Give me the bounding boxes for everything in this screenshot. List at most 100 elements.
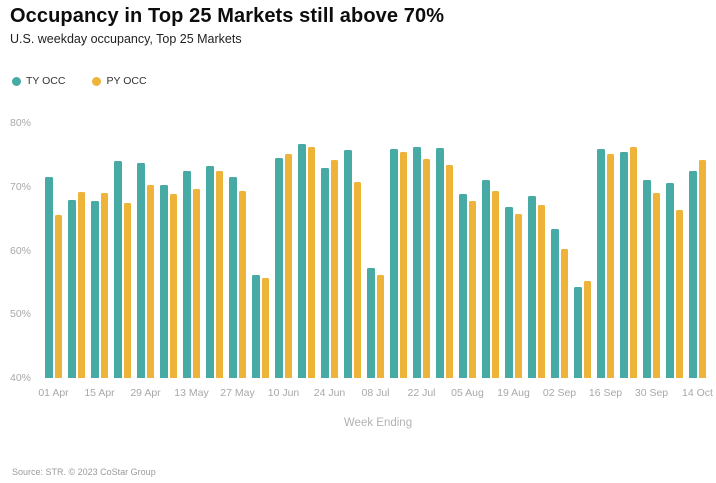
bar-py-occ	[77, 191, 85, 378]
bar-group	[91, 123, 114, 378]
legend-item-py-occ[interactable]: PY OCC	[92, 75, 147, 87]
bar-group	[298, 123, 321, 378]
bar-ty-occ	[160, 184, 168, 378]
bar-py-occ	[698, 160, 706, 378]
bar-py-occ	[606, 153, 614, 378]
bar-group	[436, 123, 459, 378]
x-axis-title: Week Ending	[343, 417, 413, 429]
bar-ty-occ	[505, 206, 513, 378]
bar-group	[574, 123, 597, 378]
bar-group	[505, 123, 528, 378]
bar-group	[482, 123, 505, 378]
bar-ty-occ	[229, 176, 237, 378]
bar-ty-occ	[137, 163, 145, 378]
x-axis-tick-label: 14 Oct	[682, 387, 713, 399]
bar-group	[413, 123, 436, 378]
bar-ty-occ	[551, 228, 559, 378]
bar-group	[160, 123, 183, 378]
bar-ty-occ	[183, 171, 191, 378]
bar-py-occ	[215, 170, 223, 378]
bar-py-occ	[537, 205, 545, 378]
bar-group	[114, 123, 137, 378]
bar-ty-occ	[528, 195, 536, 378]
bar-py-occ	[261, 277, 269, 378]
bar-ty-occ	[643, 179, 651, 378]
x-axis-tick-label: 30 Sep	[634, 387, 669, 399]
bar-py-occ	[491, 191, 499, 378]
bar-group	[689, 123, 712, 378]
legend-item-ty-occ[interactable]: TY OCC	[12, 75, 65, 87]
x-axis-tick-label: 13 May	[174, 387, 209, 399]
x-axis-tick-label: 10 Jun	[267, 387, 300, 399]
bar-ty-occ	[206, 166, 214, 378]
bar-ty-occ	[459, 193, 467, 378]
bar-ty-occ	[574, 286, 582, 378]
chart-subtitle: U.S. weekday occupancy, Top 25 Markets	[10, 32, 242, 46]
bar-group	[528, 123, 551, 378]
bar-group	[643, 123, 666, 378]
bar-group	[344, 123, 367, 378]
bar-py-occ	[445, 165, 453, 378]
bar-ty-occ	[666, 182, 674, 378]
bar-py-occ	[100, 193, 108, 378]
bar-group	[68, 123, 91, 378]
bar-group	[551, 123, 574, 378]
bar-py-occ	[422, 158, 430, 378]
bar-py-occ	[652, 192, 660, 378]
bar-py-occ	[399, 151, 407, 378]
bar-group	[666, 123, 689, 378]
y-axis-tick-label: 70%	[10, 180, 32, 193]
legend-dot-icon	[12, 76, 21, 86]
bar-group	[367, 123, 390, 378]
bar-group	[321, 123, 344, 378]
bar-py-occ	[307, 147, 315, 378]
bar-group	[275, 123, 298, 378]
bar-group	[206, 123, 229, 378]
bar-py-occ	[192, 188, 200, 378]
bar-ty-occ	[45, 177, 53, 378]
legend-dot-icon	[92, 76, 102, 86]
bar-group	[620, 123, 643, 378]
bar-group	[252, 123, 275, 378]
bar-ty-occ	[298, 144, 306, 378]
x-axis-tick-label: 16 Sep	[588, 387, 623, 399]
bar-py-occ	[629, 147, 637, 378]
bar-py-occ	[675, 209, 683, 378]
y-axis-tick-label: 40%	[10, 372, 32, 384]
bar-ty-occ	[275, 158, 283, 378]
bar-group	[390, 123, 413, 378]
x-axis-tick-label: 22 Jul	[407, 387, 436, 399]
bar-py-occ	[146, 184, 154, 378]
bar-group	[183, 123, 206, 378]
bar-py-occ	[330, 160, 338, 378]
bar-ty-occ	[68, 199, 76, 378]
bar-ty-occ	[436, 147, 444, 378]
chart-title: Occupancy in Top 25 Markets still above …	[10, 5, 445, 27]
bar-ty-occ	[390, 148, 398, 378]
bar-py-occ	[169, 193, 177, 378]
bar-group	[229, 123, 252, 378]
bar-py-occ	[560, 248, 568, 378]
y-axis-tick-label: 60%	[10, 244, 32, 257]
bar-group	[45, 123, 68, 378]
bar-py-occ	[583, 281, 591, 378]
bar-py-occ	[514, 214, 522, 378]
bar-ty-occ	[620, 152, 628, 378]
legend-label: PY OCC	[106, 75, 147, 87]
plot-area	[45, 123, 712, 378]
chart-legend: TY OCC PY OCC	[12, 75, 147, 87]
bar-group	[597, 123, 620, 378]
bar-ty-occ	[114, 160, 122, 378]
x-axis-tick-label: 24 Jun	[313, 387, 346, 399]
x-axis-tick-label: 27 May	[220, 387, 255, 399]
x-axis-tick-label: 29 Apr	[130, 387, 161, 399]
bar-ty-occ	[321, 168, 329, 378]
x-axis-tick-label: 05 Aug	[451, 387, 484, 399]
x-axis-tick-label: 08 Jul	[361, 387, 390, 399]
y-axis-tick-label: 80%	[10, 117, 32, 129]
x-axis-tick-label: 01 Apr	[38, 387, 69, 399]
bar-py-occ	[54, 215, 62, 378]
source-credit: Source: STR. © 2023 CoStar Group	[12, 467, 156, 477]
bar-ty-occ	[91, 201, 99, 378]
